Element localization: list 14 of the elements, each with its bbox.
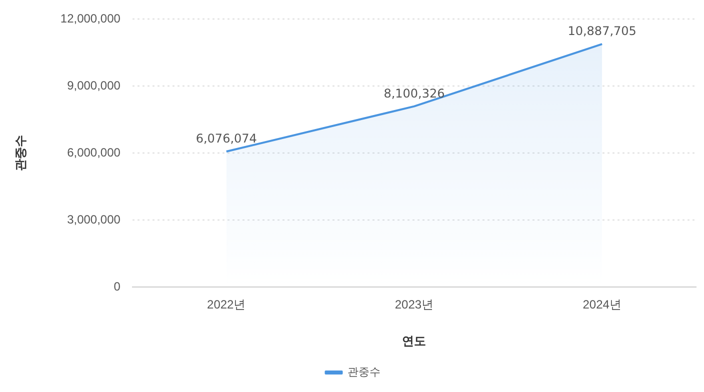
y-axis-title: 관중수 (14, 135, 28, 172)
x-axis-title: 연도 (402, 334, 426, 348)
data-label: 10,887,705 (568, 24, 636, 38)
y-tick-label: 6,000,000 (67, 146, 121, 160)
x-tick-label: 2023년 (394, 298, 434, 312)
y-tick-label: 3,000,000 (67, 212, 121, 227)
legend-label: 관중수 (347, 366, 380, 379)
x-tick-label: 2022년 (207, 298, 246, 312)
y-tick-label: 12,000,000 (60, 12, 121, 26)
data-label: 8,100,326 (384, 86, 445, 100)
data-label: 6,076,074 (196, 132, 257, 146)
y-tick-label: 0 (114, 280, 121, 294)
x-tick-label: 2024년 (582, 298, 622, 312)
y-tick-label: 9,000,000 (67, 78, 121, 93)
